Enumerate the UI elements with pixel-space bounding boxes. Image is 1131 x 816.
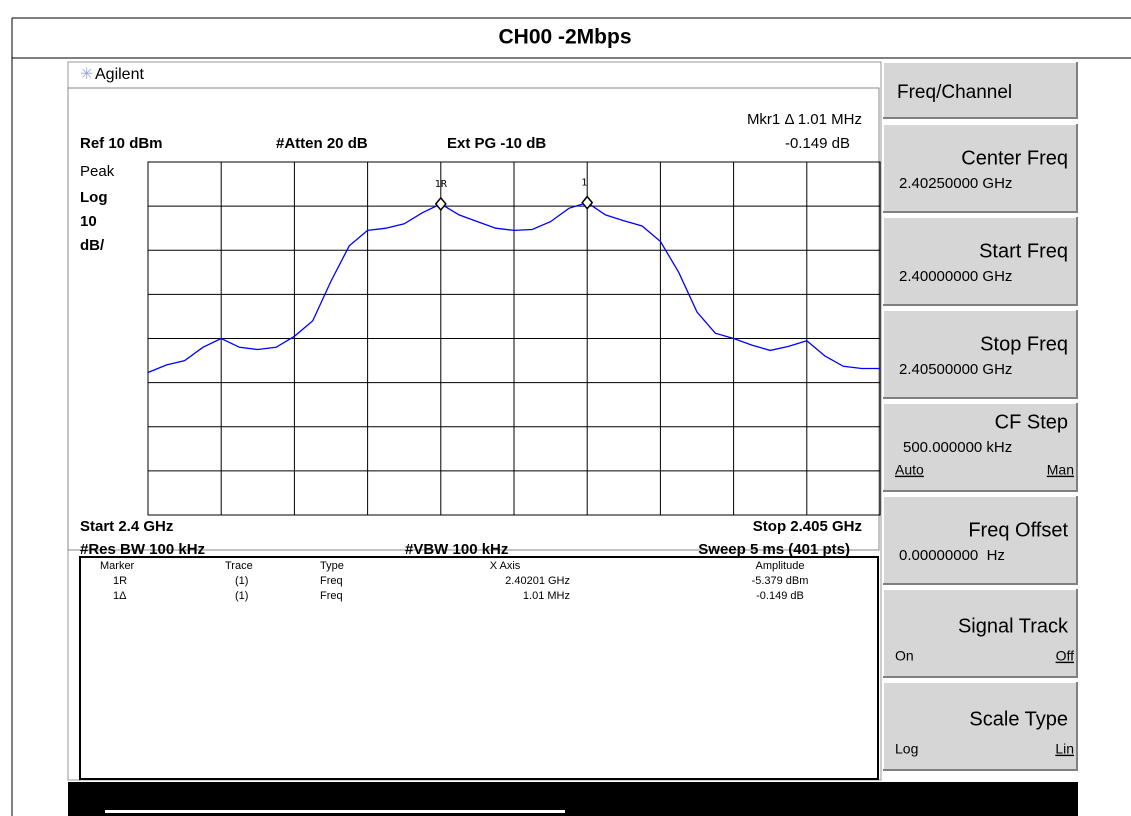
softkey-value: 2.40500000 GHz — [899, 361, 1012, 378]
brand-logo: ✳ — [80, 66, 93, 83]
table-cell: Freq — [320, 590, 343, 602]
marker-table — [79, 556, 879, 780]
table-cell: 2.40201 GHz — [505, 575, 570, 587]
vbw: #VBW 100 kHz — [405, 541, 508, 558]
ext-gain: Ext PG -10 dB — [447, 135, 546, 152]
scale-value: 10 — [80, 213, 97, 230]
softkey-title-box — [883, 62, 1077, 118]
table-cell: Freq — [320, 575, 343, 587]
softkey-value: 0.00000000 Hz — [899, 547, 1005, 564]
marker-diamond — [434, 196, 447, 212]
softkey-title: Freq/Channel — [897, 82, 1012, 103]
bevel-dark — [883, 403, 1078, 492]
softkey-label[interactable]: Start Freq — [979, 240, 1068, 262]
table-header: Trace — [225, 560, 253, 572]
bevel-dark — [883, 589, 1078, 678]
scale-type: Log — [80, 189, 108, 206]
softkey-value: 500.000000 kHz — [903, 439, 1012, 456]
table-header: Type — [320, 560, 344, 572]
table-cell: 1.01 MHz — [523, 590, 570, 602]
bevel-light — [882, 61, 1077, 118]
softkey-label[interactable]: Stop Freq — [980, 333, 1068, 355]
start-freq: Start 2.4 GHz — [80, 518, 173, 535]
bevel-light — [882, 588, 1077, 677]
sweep: Sweep 5 ms (401 pts) — [698, 541, 850, 558]
softkey-option: Lin — [1055, 741, 1074, 757]
softkey-option: Auto — [895, 462, 924, 478]
scale-unit: dB/ — [80, 237, 105, 254]
softkey-box — [883, 403, 1077, 491]
softkey-label[interactable]: Center Freq — [961, 147, 1068, 169]
table-cell: (1) — [235, 590, 248, 602]
bevel-dark — [883, 310, 1078, 399]
table-cell: 1Δ — [113, 590, 127, 602]
bevel-light — [882, 309, 1077, 398]
rbw: #Res BW 100 kHz — [80, 541, 205, 558]
table-cell: -0.149 dB — [756, 590, 804, 602]
table-cell: (1) — [235, 575, 248, 587]
softkey-box — [883, 124, 1077, 212]
softkey-box — [883, 310, 1077, 398]
softkey-label[interactable]: Freq Offset — [968, 519, 1068, 541]
bevel-dark — [883, 682, 1078, 771]
plot-panel — [67, 87, 880, 551]
table-cell: 1R — [113, 575, 127, 587]
softkey-box — [883, 217, 1077, 305]
bevel-dark — [883, 62, 1078, 119]
bevel-light — [882, 402, 1077, 491]
softkey-label[interactable]: Scale Type — [969, 708, 1068, 730]
attenuation: #Atten 20 dB — [276, 135, 368, 152]
bevel-light — [882, 495, 1077, 584]
bevel-dark — [883, 124, 1078, 213]
status-line — [105, 810, 565, 813]
detector: Peak — [80, 163, 115, 180]
table-header: Marker — [100, 560, 135, 572]
bevel-dark — [883, 217, 1078, 306]
marker-label: 1 — [581, 178, 587, 189]
marker-diamond — [581, 195, 594, 210]
bevel-light — [882, 681, 1077, 770]
softkey-label[interactable]: Signal Track — [958, 615, 1069, 637]
softkey-option: Man — [1047, 462, 1074, 478]
table-header: Amplitude — [756, 560, 805, 572]
softkey-option: On — [895, 648, 914, 664]
marker-value: -0.149 dB — [785, 135, 850, 152]
trace — [147, 201, 880, 374]
title: CH00 -2Mbps — [498, 26, 631, 49]
softkey-value: 2.40250000 GHz — [899, 175, 1012, 192]
softkey-box — [883, 682, 1077, 770]
ref-level: Ref 10 dBm — [80, 135, 163, 152]
softkey-box — [883, 496, 1077, 584]
softkey-box — [883, 589, 1077, 677]
marker-readout: Mkr1 Δ 1.01 MHz — [747, 111, 862, 128]
softkey-label[interactable]: CF Step — [995, 411, 1068, 433]
bevel-light — [882, 123, 1077, 212]
stop-freq: Stop 2.405 GHz — [753, 518, 862, 535]
table-cell: -5.379 dBm — [752, 575, 809, 587]
marker-label: 1R — [435, 179, 448, 190]
bevel-dark — [883, 496, 1078, 585]
softkey-option: Off — [1056, 648, 1075, 664]
table-header: X Axis — [490, 560, 521, 572]
brand: Agilent — [95, 66, 144, 83]
softkey-option: Log — [895, 741, 918, 757]
bevel-light — [882, 216, 1077, 305]
softkey-value: 2.40000000 GHz — [899, 268, 1012, 285]
